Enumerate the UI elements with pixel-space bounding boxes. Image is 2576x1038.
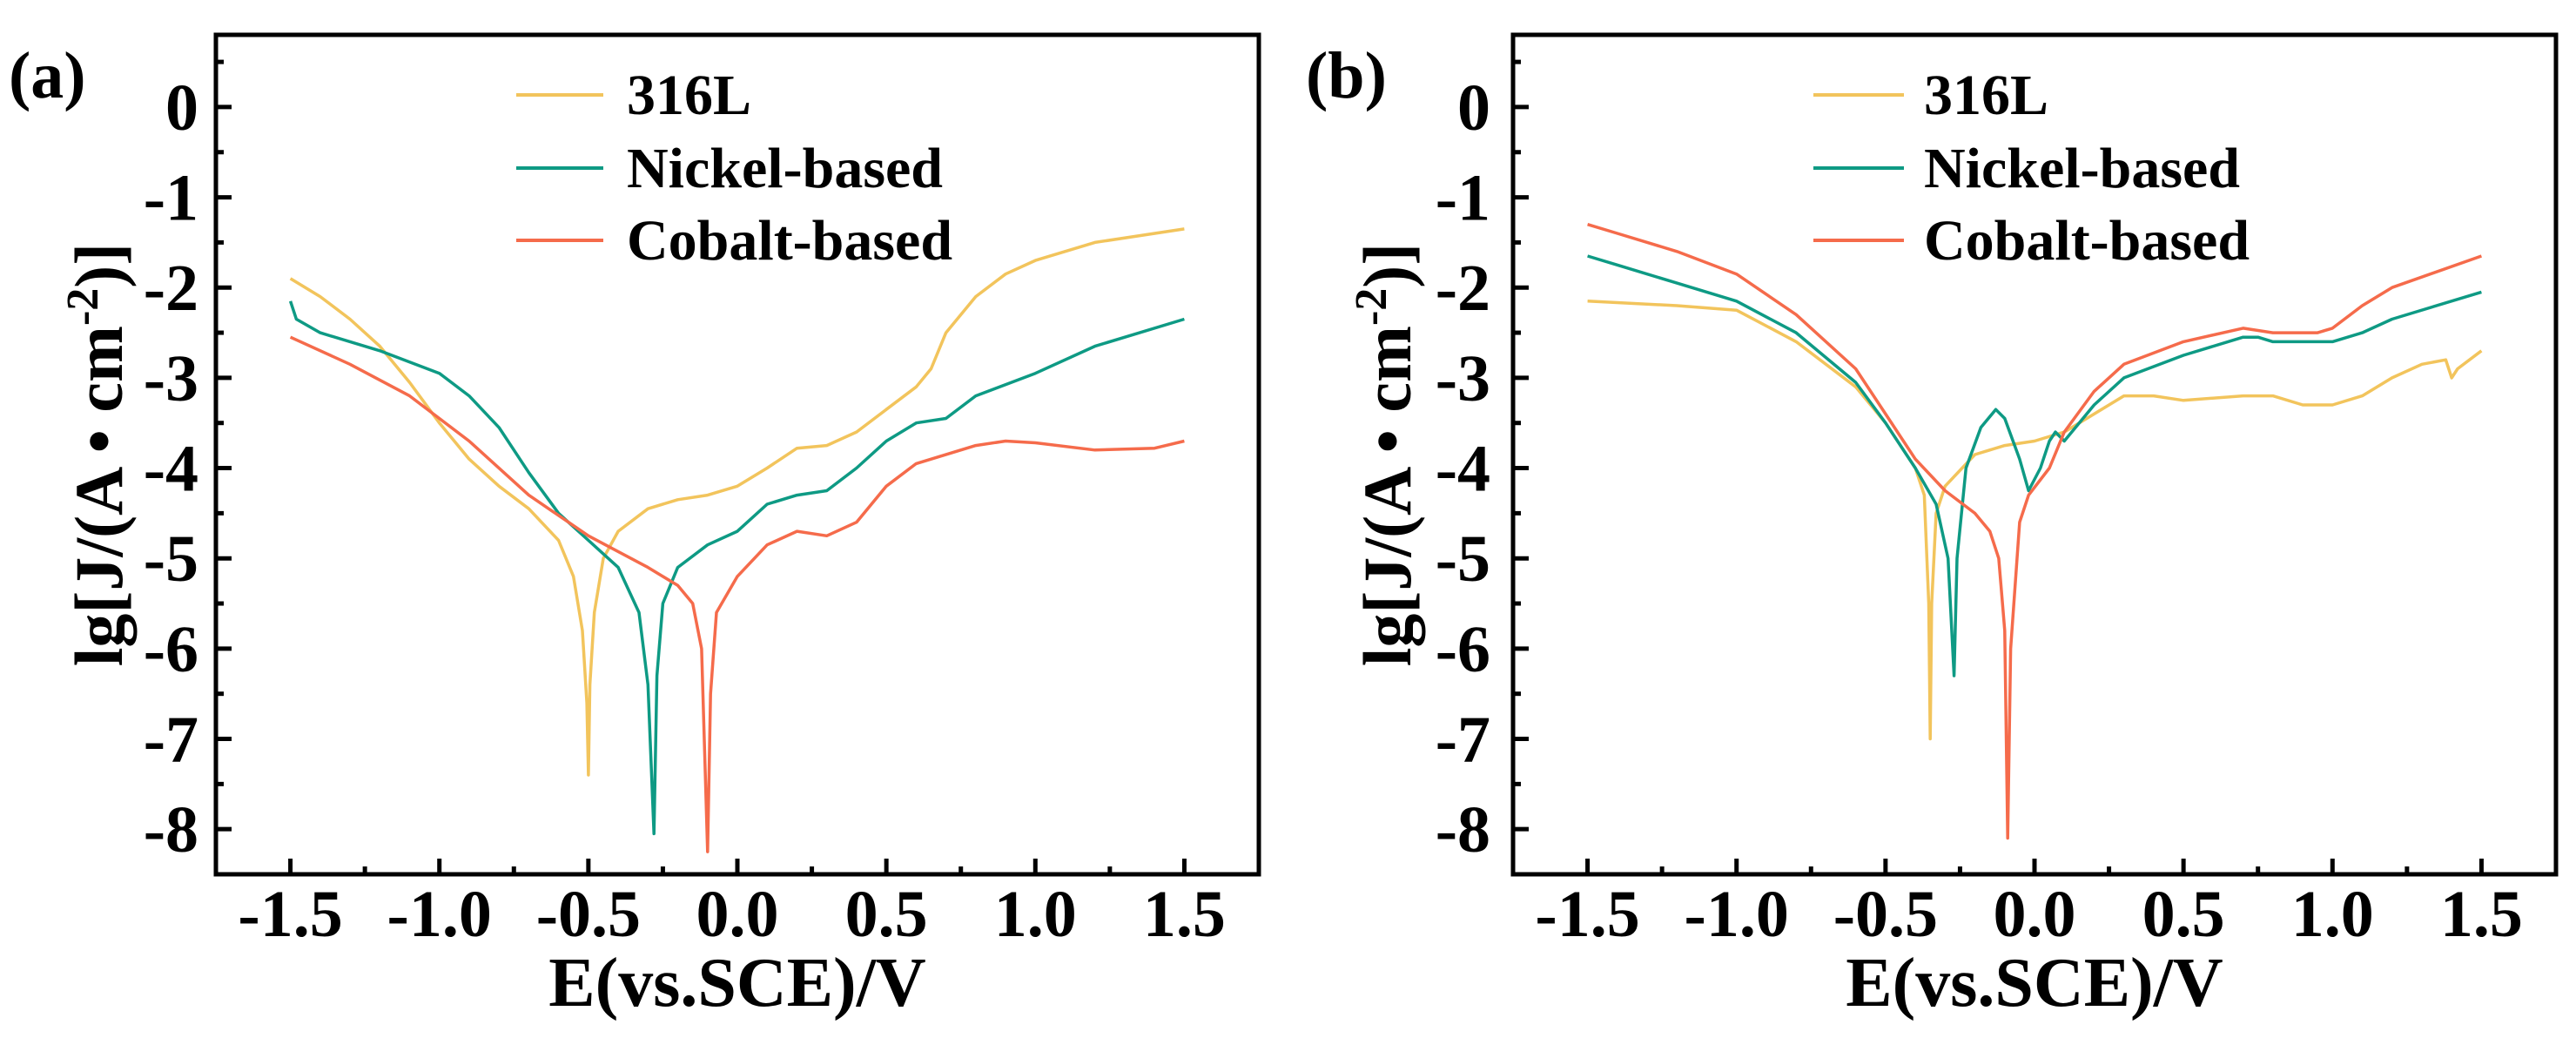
y-axis-title: lg[J/(A • cm-2)]	[1347, 243, 1425, 667]
series-line-316l	[1587, 300, 2483, 741]
x-tick-label: 0.0	[696, 878, 779, 951]
y-tick-label: -1	[144, 162, 198, 235]
series-line-nickel-based	[288, 300, 1185, 836]
x-tick-label: 0.0	[1994, 878, 2076, 951]
x-axis-title: E(vs.SCE)/V	[548, 945, 925, 1021]
y-axis-title-main: lg[J/(A • cm	[1349, 326, 1425, 666]
x-tick-label: 1.5	[2440, 878, 2523, 951]
series-line-cobalt-based	[1587, 223, 2482, 840]
legend: 316L Nickel-based Cobalt-based	[1813, 64, 2250, 273]
y-tick-label: -6	[144, 613, 198, 686]
x-tick-label: 0.5	[845, 878, 928, 951]
y-tick-label: 0	[1457, 71, 1490, 145]
y-tick-label: -2	[1436, 252, 1490, 325]
y-tick-label: -5	[1436, 522, 1490, 596]
y-axis-title-tail: )]	[1349, 243, 1425, 288]
x-axis-title: E(vs.SCE)/V	[1846, 945, 2223, 1021]
y-tick-label: -4	[144, 433, 198, 506]
panel-label: (b)	[1306, 39, 1387, 112]
y-axis-title-main: lg[J/(A • cm	[61, 326, 137, 666]
x-tick-label: -1.5	[238, 878, 342, 951]
legend-label: Nickel-based	[1924, 137, 2240, 200]
x-tick-label: -0.5	[1833, 878, 1938, 951]
y-axis-title-tail: )]	[61, 243, 137, 288]
y-tick-label: -7	[144, 704, 198, 777]
chart-panel-a: -1.5 -1.0 -0.5 0.0 0.5 1.0 1.5 0 -1 -2 -3 -4 -5 -6 -7 -…	[9, 32, 1261, 1021]
series-line-316l	[289, 227, 1185, 777]
legend-label: Cobalt-based	[1924, 209, 2250, 273]
y-tick-label: -7	[1436, 704, 1490, 777]
legend: 316L Nickel-based Cobalt-based	[516, 64, 952, 273]
x-tick-label: -1.0	[1685, 878, 1789, 951]
chart-panel-b: -1.5 -1.0 -0.5 0.0 0.5 1.0 1.5 0 -1 -2 -3 -4 -5 -6 -7 -…	[1306, 32, 2559, 1021]
legend-label: 316L	[1924, 64, 2048, 127]
x-tick-label: -0.5	[536, 878, 641, 951]
x-tick-label: 1.0	[994, 878, 1077, 951]
legend-label: Nickel-based	[627, 137, 943, 200]
x-tick-label: 1.5	[1143, 878, 1226, 951]
x-tick-label: -1.0	[387, 878, 492, 951]
y-axis-title-sup: -2	[1347, 288, 1396, 326]
panel-label: (a)	[9, 39, 86, 112]
x-tick-label: 0.5	[2142, 878, 2225, 951]
x-tick-label: -1.5	[1535, 878, 1639, 951]
y-tick-label: -6	[1436, 613, 1490, 686]
y-tick-label: -1	[1436, 162, 1490, 235]
y-tick-label: -8	[144, 793, 198, 866]
y-axis-title-sup: -2	[58, 288, 108, 326]
y-tick-label: -8	[1436, 793, 1490, 866]
y-tick-label: -3	[1436, 342, 1490, 415]
y-axis-title: lg[J/(A • cm-2)]	[58, 243, 137, 667]
y-tick-label: -2	[144, 252, 198, 325]
x-tick-label: 1.0	[2291, 878, 2374, 951]
y-tick-label: -5	[144, 522, 198, 596]
legend-label: 316L	[627, 64, 751, 127]
y-tick-label: 0	[165, 71, 198, 145]
legend-label: Cobalt-based	[627, 209, 952, 273]
y-tick-label: -3	[144, 342, 198, 415]
y-tick-label: -4	[1436, 433, 1490, 506]
series-line-cobalt-based	[289, 335, 1185, 853]
series-line-nickel-based	[1587, 254, 2482, 677]
